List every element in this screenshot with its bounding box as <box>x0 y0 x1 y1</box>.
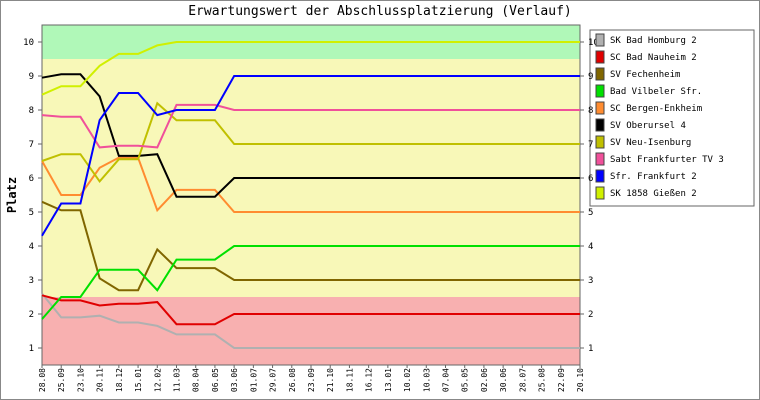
series-line <box>41 292 580 349</box>
x-tick-label: 15.01 <box>134 368 143 392</box>
y-tick-label: 5 <box>29 208 34 218</box>
x-tick-label: 08.04 <box>192 368 201 392</box>
y-tick-label: 10 <box>23 38 34 48</box>
y2-tick-label: 2 <box>588 310 593 320</box>
y2-tick-label: 8 <box>588 106 593 116</box>
legend-label: SK 1858 Gießen 2 <box>610 189 697 199</box>
legend-swatch <box>595 101 605 115</box>
x-tick-label: 25.08 <box>538 368 547 392</box>
series-line <box>41 75 580 237</box>
series-line <box>41 200 580 292</box>
legend-label: SC Bad Nauheim 2 <box>610 53 697 63</box>
y2-tick-label: 5 <box>588 208 593 218</box>
x-tick-label: 22.09 <box>557 368 566 392</box>
series-line <box>41 294 580 326</box>
x-tick-label: 23.10 <box>76 368 85 392</box>
series-line <box>41 101 580 184</box>
x-tick-label: 25.09 <box>57 368 66 392</box>
y-tick-label: 9 <box>29 72 34 82</box>
legend <box>589 29 755 207</box>
y2-tick-label: 9 <box>588 72 593 82</box>
x-tick-label: 06.05 <box>211 368 220 392</box>
x-tick-label: 07.04 <box>442 368 451 392</box>
x-tick-label: 29.07 <box>269 368 278 392</box>
legend-swatch <box>595 135 605 149</box>
y-tick-label: 7 <box>29 140 34 150</box>
legend-label: SK Bad Homburg 2 <box>610 36 697 46</box>
y2-tick-label: 1 <box>588 344 593 354</box>
y-tick-label: 6 <box>29 174 34 184</box>
legend-label: Sfr. Frankfurt 2 <box>610 172 697 182</box>
x-tick-label: 23.09 <box>307 368 316 392</box>
x-tick-label: 10.03 <box>422 368 431 392</box>
chart-title: Erwartungswert der Abschlussplatzierung … <box>188 4 572 19</box>
x-tick-label: 10.02 <box>403 368 412 392</box>
legend-swatch <box>595 33 605 47</box>
x-tick-label: 18.11 <box>345 368 354 392</box>
y-tick-label: 2 <box>29 310 34 320</box>
y-tick-label: 4 <box>29 242 34 252</box>
series-line <box>41 73 580 198</box>
legend-swatch <box>595 118 605 132</box>
y-tick-label: 1 <box>29 344 34 354</box>
x-tick-label: 01.07 <box>249 368 258 392</box>
legend-swatch <box>595 169 605 183</box>
x-tick-label: 21.10 <box>326 368 335 392</box>
y-tick-label: 3 <box>29 276 34 286</box>
y2-tick-label: 7 <box>588 140 593 150</box>
series-line <box>41 245 580 320</box>
series-line <box>41 103 580 149</box>
y-tick-label: 8 <box>29 106 34 116</box>
legend-swatch <box>595 67 605 81</box>
x-tick-label: 28.08 <box>38 368 47 392</box>
y2-tick-label: 4 <box>588 242 593 252</box>
legend-swatch <box>595 50 605 64</box>
series-line <box>41 156 580 213</box>
legend-swatch <box>595 152 605 166</box>
legend-label: SV Neu-Isenburg <box>610 138 691 148</box>
x-tick-label: 18.12 <box>115 368 124 392</box>
x-tick-label: 16.12 <box>365 368 374 392</box>
legend-swatch <box>595 186 605 200</box>
legend-swatch <box>595 84 605 98</box>
x-tick-label: 13.01 <box>384 368 393 392</box>
legend-label: Bad Vilbeler Sfr. <box>610 87 702 97</box>
x-tick-label: 20.11 <box>96 368 105 392</box>
x-tick-label: 02.06 <box>480 368 489 392</box>
x-tick-label: 26.08 <box>288 368 297 392</box>
legend-label: SC Bergen-Enkheim <box>610 104 702 114</box>
legend-label: SV Fechenheim <box>610 70 680 80</box>
x-tick-label: 11.03 <box>173 368 182 392</box>
y2-tick-label: 6 <box>588 174 593 184</box>
x-tick-label: 05.05 <box>461 368 470 392</box>
x-tick-label: 20.10 <box>576 368 585 392</box>
legend-label: Sabt Frankfurter TV 3 <box>610 155 724 165</box>
x-tick-label: 12.02 <box>153 368 162 392</box>
x-tick-label: 30.06 <box>499 368 508 392</box>
y-axis-label: Platz <box>5 177 19 213</box>
x-tick-label: 28.07 <box>518 368 527 392</box>
series-line <box>41 41 580 96</box>
legend-label: SV Oberursel 4 <box>610 121 686 131</box>
y2-tick-label: 10 <box>588 38 599 48</box>
y2-tick-label: 3 <box>588 276 593 286</box>
relegation-zone <box>42 297 580 365</box>
x-tick-label: 03.06 <box>230 368 239 392</box>
